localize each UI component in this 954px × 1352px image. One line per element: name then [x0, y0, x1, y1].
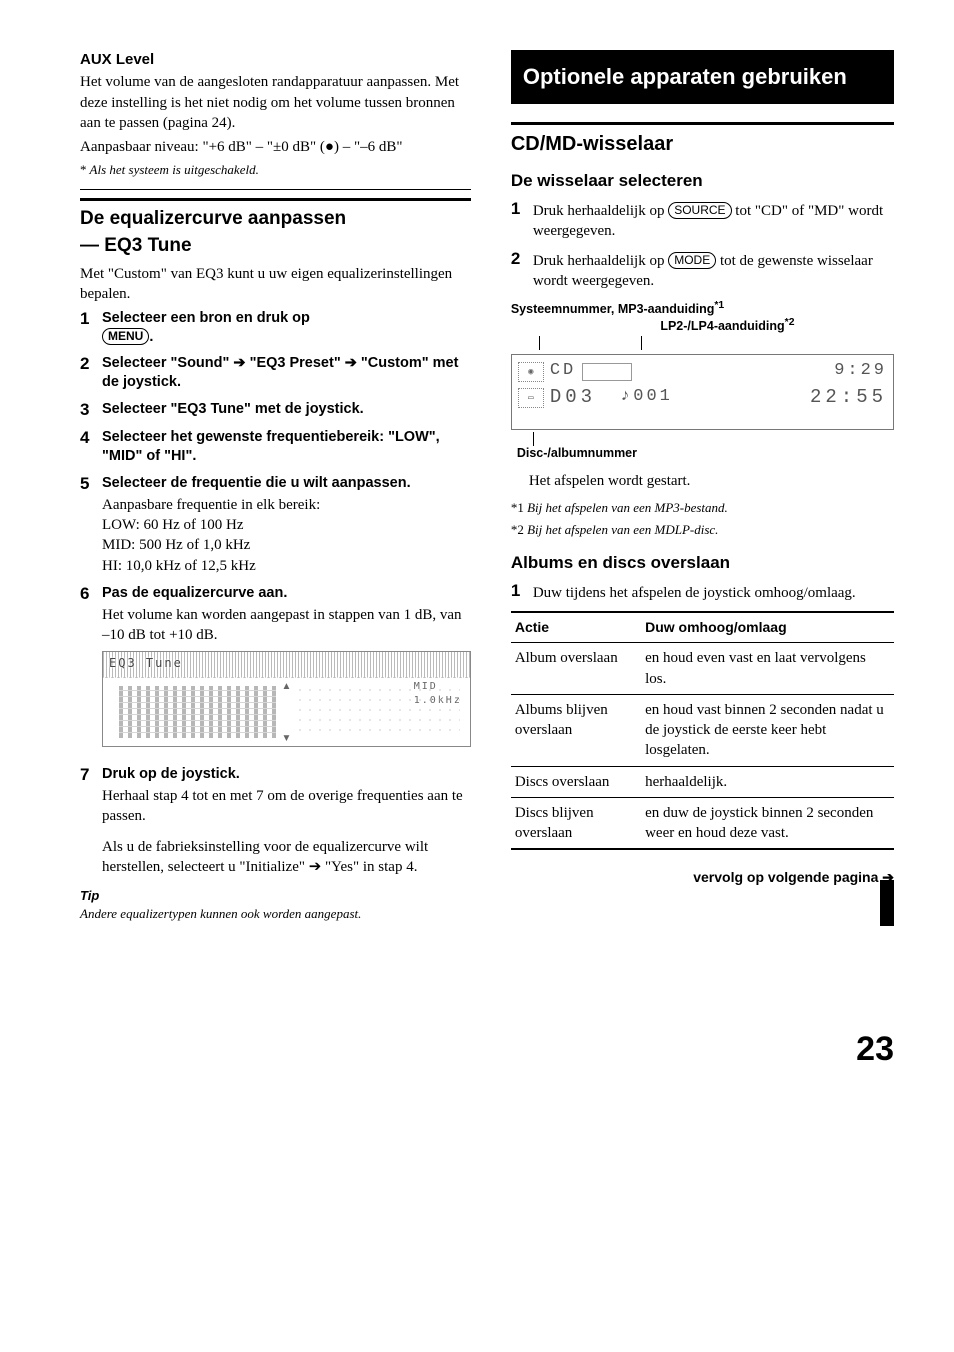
skip-steps: 1 Duw tijdens het afspelen de joystick o… [511, 581, 894, 603]
lcd-disc-num: D03 [550, 385, 596, 411]
callout-sup: *1 [714, 300, 724, 311]
table-row: Albums blijven overslaanen houd vast bin… [511, 694, 894, 766]
down-arrow-icon: ▼ [281, 732, 291, 746]
lcd-display: ◉ CD 9:29 ▭ D03 ♪001 22:55 [511, 354, 894, 430]
lcd-callouts: Systeemnummer, MP3-aanduiding*1 LP2-/LP4… [511, 300, 894, 350]
eq-display: EQ3 Tune ▲ MID1.0kHz [102, 651, 471, 747]
mode-button-label: MODE [668, 252, 716, 269]
step-post: . [149, 329, 153, 345]
callout-text: Disc-/albumnummer [517, 446, 894, 461]
select-steps: 1 Druk herhaaldelijk op SOURCE tot "CD" … [511, 199, 894, 292]
footnote: *1 Bij het afspelen van een MP3-bestand. [511, 499, 894, 517]
leader-line [539, 336, 540, 350]
step-lead: Selecteer "EQ3 Tune" met de joystick. [102, 400, 471, 419]
menu-button-label: MENU [102, 328, 149, 345]
step-num: 4 [80, 428, 102, 466]
step-detail: Aanpasbare frequentie in elk bereik: LOW… [102, 495, 471, 576]
section-rule [511, 122, 894, 125]
aux-footnote-text: Als het systeem is uitgeschakeld. [90, 162, 259, 177]
section-banner: Optionele apparaten gebruiken [511, 50, 894, 104]
aux-footnote-ast: * [80, 162, 87, 177]
step-lead: Selecteer de frequentie die u wilt aanpa… [102, 474, 471, 493]
aux-range: Aanpasbaar niveau: "+6 dB" – "±0 dB" (●)… [80, 137, 471, 157]
left-column: AUX Level Het volume van de aangesloten … [80, 50, 471, 1073]
step-num: 7 [80, 765, 102, 877]
tip-heading: Tip [80, 887, 471, 905]
eq-title: De equalizercurve aanpassen [80, 207, 471, 231]
footnote: *2 Bij het afspelen van een MDLP-disc. [511, 521, 894, 539]
select-heading: De wisselaar selecteren [511, 170, 894, 193]
table-row: Album overslaanen houd even vast en laat… [511, 643, 894, 695]
lcd-track: ♪001 [620, 386, 673, 409]
step-num: 1 [80, 309, 102, 347]
step-lead: Selecteer een bron en druk op MENU. [102, 309, 471, 347]
step-num: 3 [80, 400, 102, 420]
continued-label: vervolg op volgende pagina ➔ [511, 868, 894, 887]
divider [80, 189, 471, 190]
eq-intro: Met "Custom" van EQ3 kunt u uw eigen equ… [80, 264, 471, 305]
step-num: 2 [80, 354, 102, 392]
step-detail: Herhaal stap 4 tot en met 7 om de overig… [102, 786, 471, 827]
callout-text: LP2-/LP4-aanduiding [660, 319, 784, 333]
table-row: Discs overslaanherhaaldelijk. [511, 766, 894, 797]
callout-text: Systeemnummer, MP3-aanduiding [511, 302, 715, 316]
table-header: Actie [511, 612, 641, 642]
skip-heading: Albums en discs overslaan [511, 552, 894, 575]
step-num: 1 [511, 199, 533, 242]
table-row: Discs blijven overslaanen duw de joystic… [511, 797, 894, 849]
aux-footnote: * Als het systeem is uitgeschakeld. [80, 161, 471, 179]
page-number: 23 [511, 1027, 894, 1073]
aux-heading: AUX Level [80, 50, 471, 70]
step-lead: Druk op de joystick. [102, 765, 471, 784]
leader-line [641, 336, 642, 350]
step-detail: Als u de fabrieksinstelling voor de equa… [102, 837, 471, 878]
lcd-elapsed: 22:55 [810, 385, 887, 411]
step-detail: Druk herhaaldelijk op SOURCE tot "CD" of… [533, 201, 894, 242]
step-lead: Pas de equalizercurve aan. [102, 584, 471, 603]
step-detail: Duw tijdens het afspelen de joystick omh… [533, 583, 894, 603]
section-rule [80, 198, 471, 201]
eq-subtitle: — EQ3 Tune [80, 233, 471, 259]
lcd-time: 9:29 [834, 360, 887, 383]
album-icon: ▭ [518, 388, 544, 408]
page-edge-tab [880, 880, 894, 926]
callout-sup: *2 [785, 317, 795, 328]
actions-table: Actie Duw omhoog/omlaag Album overslaane… [511, 611, 894, 850]
aux-paragraph: Het volume van de aangesloten randappara… [80, 72, 471, 133]
disc-icon: ◉ [518, 362, 544, 382]
source-button-label: SOURCE [668, 202, 731, 219]
lcd-blank [582, 363, 632, 381]
step-text: Selecteer een bron en druk op [102, 310, 310, 326]
eq-display-label: EQ3 Tune [109, 655, 183, 671]
right-column: Optionele apparaten gebruiken CD/MD-wiss… [511, 50, 894, 1073]
eq-steps: 1 Selecteer een bron en druk op MENU. 2 … [80, 309, 471, 877]
playback-start: Het afspelen wordt gestart. [529, 471, 894, 491]
step-lead: Selecteer het gewenste frequentiebereik:… [102, 428, 471, 466]
table-header: Duw omhoog/omlaag [641, 612, 894, 642]
step-lead: Selecteer "Sound" ➔ "EQ3 Preset" ➔ "Cust… [102, 354, 471, 392]
step-detail: Het volume kan worden aangepast in stapp… [102, 605, 471, 646]
step-num: 2 [511, 249, 533, 292]
tip-body: Andere equalizertypen kunnen ook worden … [80, 905, 471, 923]
step-num: 6 [80, 584, 102, 757]
leader-line [533, 432, 534, 446]
device-heading: CD/MD-wisselaar [511, 131, 894, 158]
step-num: 1 [511, 581, 533, 603]
lcd-mode: CD [550, 360, 576, 383]
step-num: 5 [80, 474, 102, 576]
step-detail: Druk herhaaldelijk op MODE tot de gewens… [533, 251, 894, 292]
